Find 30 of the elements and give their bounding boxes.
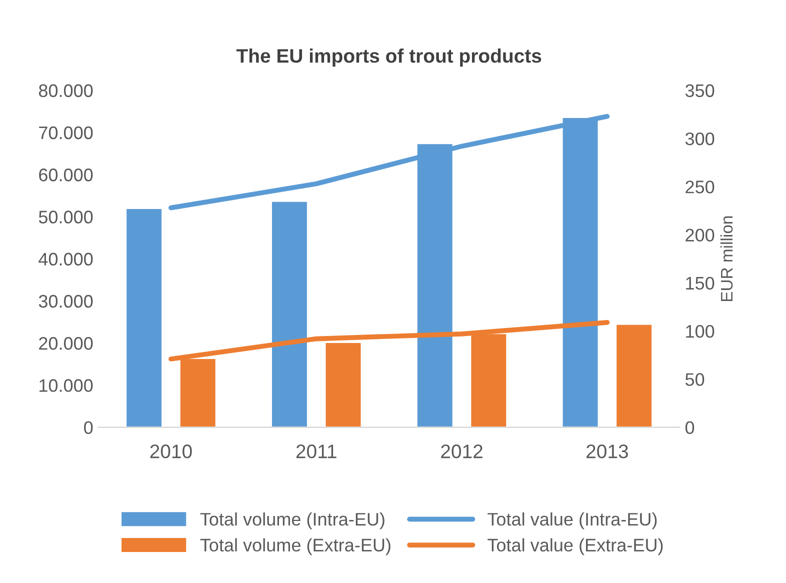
bar (125, 208, 163, 428)
y2-tick-label: 350 (685, 84, 714, 98)
legend-label: Total value (Intra-EU) (488, 512, 657, 530)
legend-label: Total value (Extra-EU) (488, 538, 663, 556)
x-tick-label: 2011 (296, 444, 336, 458)
bar (615, 323, 653, 428)
x-tick-label: 2012 (441, 444, 482, 458)
y2-tick-label: 0 (685, 421, 694, 434)
y-tick-label: 0 (84, 421, 93, 434)
x-tick-label: 2010 (150, 444, 192, 458)
x-tick-label: 2013 (586, 444, 628, 458)
y-tick-label: 50.000 (38, 210, 93, 224)
y-tick-label: 70.000 (39, 126, 93, 140)
chart-title: The EU imports of trout products (236, 48, 542, 67)
y-tick-label: 80.000 (38, 84, 93, 98)
y2-tick-label: 150 (686, 276, 714, 290)
y-tick-label: 60.000 (39, 168, 93, 182)
y-tick-label: 40.000 (38, 252, 93, 266)
y-tick-label: 10.000 (40, 379, 93, 392)
y2-tick-label: 250 (686, 180, 714, 194)
y2-tick-label: 300 (685, 132, 714, 146)
y2-tick-label: 100 (686, 324, 714, 338)
y2-tick-label: 200 (686, 228, 714, 242)
y-tick-label: 30.000 (38, 294, 93, 308)
y2-axis-title: EUR million (720, 216, 733, 302)
bar (270, 200, 308, 428)
legend-label: Total volume (Intra-EU) (200, 512, 384, 530)
y-tick-label: 20.000 (39, 337, 93, 350)
y2-tick-label: 50 (685, 373, 704, 386)
legend-label: Total volume (Extra-EU) (200, 538, 390, 556)
